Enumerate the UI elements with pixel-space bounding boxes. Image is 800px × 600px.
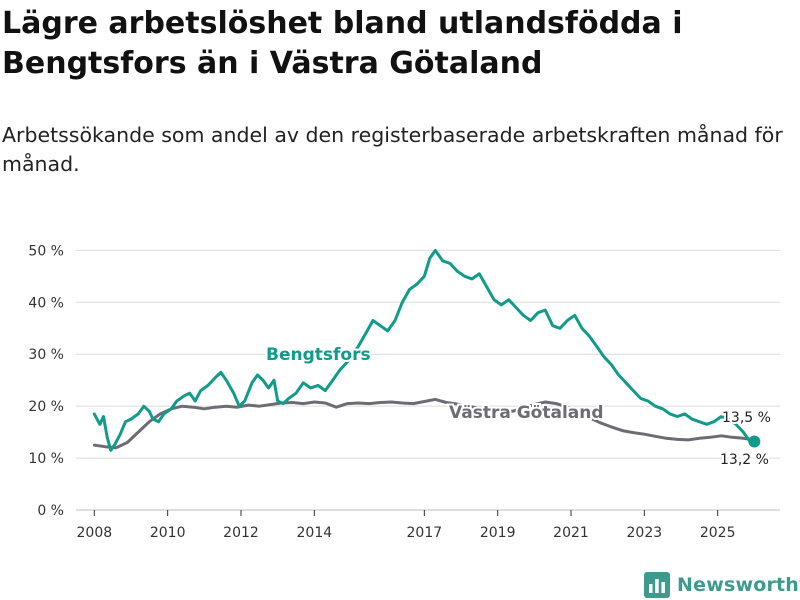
end-value-label-bengtsfors: 13,2 % — [720, 452, 769, 468]
y-tick-label: 10 % — [28, 451, 64, 467]
newsworthy-logo: Newsworthy — [644, 570, 800, 600]
series-end-marker-bengtsfors — [748, 435, 761, 448]
x-tick-label: 2010 — [150, 525, 186, 541]
end-value-label-vastra-gotaland: 13,5 % — [722, 410, 771, 426]
series-label-bengtsfors: Bengtsfors — [266, 345, 371, 365]
x-tick-label: 2017 — [407, 525, 443, 541]
chart-title: Lägre arbetslöshet bland utlandsfödda i … — [2, 6, 683, 81]
x-tick-label: 2012 — [223, 525, 259, 541]
series-label-vastra-gotaland: Västra Götaland — [449, 403, 604, 423]
x-tick-label: 2021 — [553, 525, 589, 541]
y-tick-label: 50 % — [28, 243, 64, 259]
chart-subtitle: Arbetssökande som andel av den registerb… — [2, 123, 783, 176]
y-tick-label: 0 % — [37, 503, 64, 519]
x-tick-label: 2014 — [297, 525, 333, 541]
y-tick-label: 40 % — [28, 295, 64, 311]
y-tick-label: 30 % — [28, 347, 64, 363]
brand-name: Newsworthy — [677, 574, 800, 596]
x-tick-label: 2025 — [700, 525, 736, 541]
bar-chart-icon — [644, 572, 670, 598]
series-line-bengtsfors — [92, 248, 756, 452]
x-tick-label: 2023 — [627, 525, 663, 541]
series-line-vastra-gotaland — [92, 397, 756, 450]
y-tick-label: 20 % — [28, 399, 64, 415]
x-tick-label: 2008 — [77, 525, 113, 541]
x-tick-label: 2019 — [480, 525, 516, 541]
